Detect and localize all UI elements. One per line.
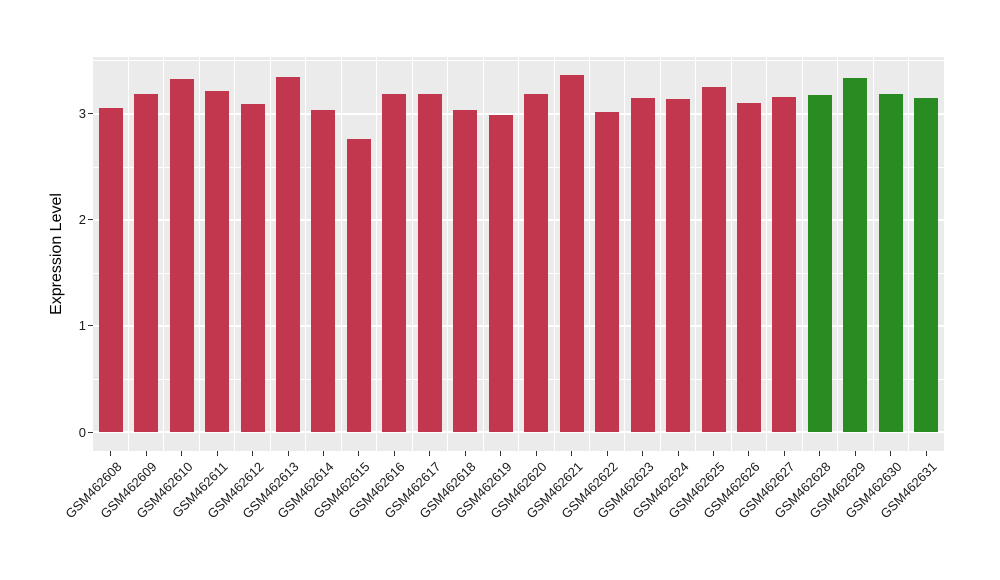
bar-GSM462629 — [843, 77, 868, 432]
y-tick-mark — [88, 113, 93, 115]
bar-GSM462618 — [453, 109, 478, 432]
bar-GSM462623 — [630, 98, 655, 433]
x-tick-mark — [322, 451, 324, 456]
gridline-minor-vertical — [198, 57, 200, 451]
x-tick-mark — [358, 451, 360, 456]
x-tick-mark — [393, 451, 395, 456]
bar-GSM462625 — [701, 87, 726, 432]
gridline-minor-vertical — [908, 57, 909, 451]
x-tick-mark — [713, 451, 715, 456]
y-tick-label: 2 — [78, 212, 86, 228]
x-tick-mark — [890, 451, 892, 456]
gridline-minor-vertical — [340, 57, 342, 451]
gridline-minor-vertical — [553, 57, 555, 451]
y-tick-mark — [88, 325, 93, 327]
x-tick-mark — [571, 451, 573, 456]
bar-GSM462608 — [98, 107, 123, 432]
gridline-minor-vertical — [269, 57, 271, 451]
y-tick-mark — [88, 219, 93, 221]
y-axis-title: Expression Level — [48, 193, 65, 315]
bar-GSM462619 — [488, 114, 513, 432]
bar-GSM462612 — [240, 104, 265, 433]
x-tick-mark — [145, 451, 147, 456]
x-tick-mark — [110, 451, 112, 456]
y-tick-label: 3 — [78, 106, 86, 122]
gridline-minor-vertical — [659, 57, 661, 451]
bar-GSM462616 — [382, 93, 407, 432]
bar-GSM462631 — [914, 98, 939, 433]
x-tick-mark — [925, 451, 927, 456]
gridline-minor-vertical — [837, 57, 839, 451]
x-tick-mark — [535, 451, 537, 456]
gridline-minor-vertical — [163, 57, 165, 451]
bar-GSM462626 — [736, 103, 761, 432]
x-tick-mark — [854, 451, 856, 456]
bar-GSM462630 — [878, 93, 903, 432]
gridline-minor-vertical — [766, 57, 768, 451]
gridline-minor-vertical — [695, 57, 697, 451]
y-tick-label: 1 — [78, 318, 86, 334]
gridline-minor-vertical — [730, 57, 732, 451]
gridline-minor-vertical — [624, 57, 626, 451]
bar-GSM462610 — [169, 78, 194, 432]
bar-GSM462614 — [311, 109, 336, 432]
x-tick-mark — [464, 451, 466, 456]
x-tick-mark — [642, 451, 644, 456]
plot-panel — [93, 57, 944, 451]
y-tick-label: 0 — [78, 424, 86, 440]
bar-GSM462622 — [595, 111, 620, 433]
gridline-minor-vertical — [518, 57, 519, 451]
bar-GSM462609 — [134, 93, 159, 432]
x-tick-mark — [287, 451, 289, 456]
x-tick-mark — [748, 451, 750, 456]
x-tick-mark — [216, 451, 218, 456]
gridline-minor-vertical — [411, 57, 413, 451]
gridline-minor-vertical — [128, 57, 129, 451]
gridline-minor-vertical — [872, 57, 874, 451]
y-tick-mark — [88, 431, 93, 433]
bar-GSM462615 — [346, 139, 371, 432]
x-tick-mark — [783, 451, 785, 456]
gridline-minor-vertical — [588, 57, 590, 451]
gridline-minor-vertical — [376, 57, 378, 451]
bar-GSM462628 — [807, 94, 832, 432]
x-tick-mark — [500, 451, 502, 456]
gridline-minor-vertical — [482, 57, 484, 451]
bar-GSM462621 — [559, 74, 584, 433]
x-tick-mark — [606, 451, 608, 456]
bar-GSM462624 — [666, 99, 691, 432]
gridline-minor-vertical — [305, 57, 307, 451]
gridline-minor-vertical — [801, 57, 803, 451]
bar-GSM462613 — [276, 76, 301, 432]
x-tick-mark — [181, 451, 183, 456]
bar-GSM462620 — [524, 93, 549, 432]
bar-GSM462617 — [417, 93, 442, 432]
bar-GSM462627 — [772, 96, 797, 433]
x-tick-mark — [252, 451, 254, 456]
gridline-minor-vertical — [447, 57, 449, 451]
x-tick-mark — [677, 451, 679, 456]
gridline-minor-vertical — [234, 57, 236, 451]
bar-GSM462611 — [205, 90, 230, 433]
x-tick-mark — [429, 451, 431, 456]
x-tick-mark — [819, 451, 821, 456]
